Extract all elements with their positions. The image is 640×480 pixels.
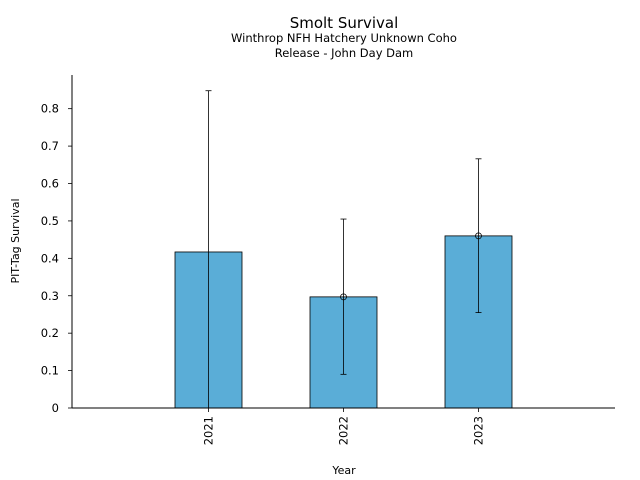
chart-title: Smolt Survival — [290, 14, 399, 32]
y-tick-label-0: 0 — [52, 401, 59, 415]
y-axis-label: PIT-Tag Survival — [9, 198, 22, 283]
y-tick-label-1: 0.1 — [41, 364, 59, 378]
y-tick-label-6: 0.6 — [41, 177, 59, 191]
y-tick-label-3: 0.3 — [41, 289, 59, 303]
chart-subtitle-line-1: Winthrop NFH Hatchery Unknown Coho — [231, 31, 457, 45]
chart-subtitle-line-2: Release - John Day Dam — [275, 46, 414, 60]
y-tick-label-7: 0.7 — [41, 139, 59, 153]
y-tick-label-4: 0.4 — [41, 251, 59, 265]
y-tick-label-5: 0.5 — [41, 214, 59, 228]
x-tick-label-2022: 2022 — [337, 416, 351, 445]
error-bars-group — [205, 90, 482, 409]
x-tick-label-2023: 2023 — [472, 416, 486, 445]
point-marker-2022 — [340, 293, 347, 301]
x-axis-label: Year — [331, 464, 356, 477]
x-tick-label-2021: 2021 — [202, 416, 216, 445]
x-ticks-group: 2021 2022 2023 — [202, 408, 486, 445]
y-tick-label-8: 0.8 — [41, 102, 59, 116]
point-marker-2023 — [475, 232, 482, 240]
y-ticks-group: 0 0.1 0.2 0.3 0.4 0.5 0.6 0.7 0.8 — [41, 102, 72, 415]
y-tick-label-2: 0.2 — [41, 326, 59, 340]
